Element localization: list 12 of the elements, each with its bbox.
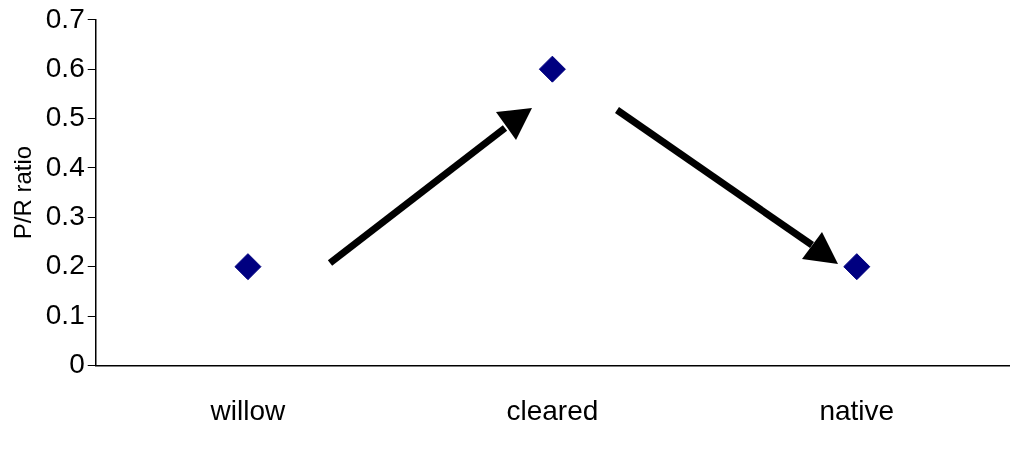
y-tick-label: 0 (69, 348, 85, 380)
y-axis-title: P/R ratio (9, 145, 37, 240)
y-tick-label: 0.6 (45, 51, 85, 83)
y-tick-label: 0.3 (45, 200, 85, 231)
x-tick-label: native (819, 394, 895, 426)
y-tick-label: 0.7 (45, 2, 85, 34)
y-tick-label: 0.2 (45, 249, 85, 281)
y-tick-label: 0.1 (45, 298, 85, 330)
y-tick-label: 0.4 (45, 150, 85, 182)
x-tick-label: cleared (506, 394, 599, 426)
y-tick-label: 0.5 (45, 101, 85, 133)
x-tick-label: willow (209, 394, 287, 426)
